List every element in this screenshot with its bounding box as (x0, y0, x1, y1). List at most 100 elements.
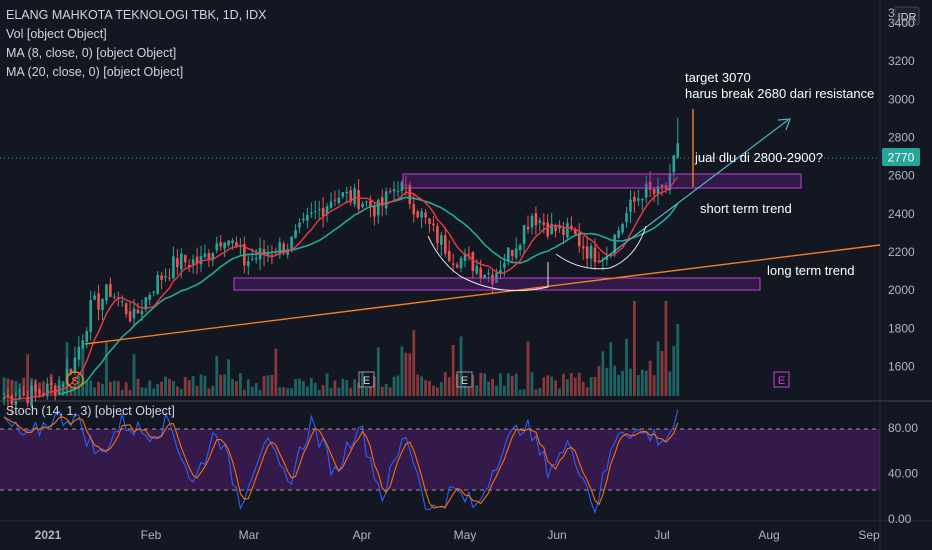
long-term-trendline[interactable] (84, 244, 881, 345)
volume-bar (140, 387, 144, 396)
volume-bar (416, 374, 420, 396)
candle-body (34, 384, 37, 392)
volume-bar (227, 359, 230, 396)
volume-bar (432, 385, 435, 396)
candle-body (384, 191, 388, 209)
candle-body (144, 297, 148, 310)
support-zone[interactable] (233, 277, 761, 291)
currency-badge[interactable] (894, 6, 920, 26)
volume-bar (506, 373, 510, 396)
short-term-trendline[interactable] (599, 119, 789, 263)
volume-bar (629, 368, 632, 396)
volume-bar (10, 380, 14, 396)
candle-body (424, 212, 427, 218)
volume-bar (361, 372, 364, 396)
earnings-marker-box (773, 371, 790, 388)
price-tick-label: 1600 (888, 360, 915, 374)
volume-bar (329, 387, 333, 396)
candle-body (605, 256, 609, 260)
earnings-marker-2[interactable]: E (456, 371, 473, 388)
time-axis-label: Aug (758, 528, 779, 542)
candle-body (416, 211, 419, 218)
stoch-tick-label: 80.00 (888, 421, 918, 435)
candle-body (369, 200, 372, 207)
legend-vol[interactable]: Vol [object Object] (6, 27, 107, 41)
volume-bar (262, 376, 266, 396)
time-axis-label: Apr (353, 528, 372, 542)
candle-body (262, 249, 266, 255)
volume-bar (530, 372, 534, 396)
candle-body (491, 274, 494, 285)
volume-bar (270, 374, 274, 396)
candle-body (341, 192, 345, 197)
candle-body (664, 184, 668, 189)
candle-body (69, 369, 73, 373)
candle-body (463, 253, 467, 261)
symbol-title[interactable]: ELANG MAHKOTA TEKNOLOGI TBK, 1D, IDX (6, 8, 267, 22)
candle-body (6, 395, 10, 397)
candle-body (239, 246, 242, 248)
split-marker[interactable]: S (66, 371, 84, 389)
candle-body (113, 296, 116, 298)
candle-body (132, 308, 136, 319)
volume-bar (672, 345, 676, 396)
candle-body (365, 201, 368, 203)
candle-body (345, 191, 349, 194)
candle-body (467, 253, 471, 255)
candle-body (637, 198, 640, 201)
volume-bar (384, 383, 388, 396)
cup-pattern-right[interactable] (555, 225, 647, 270)
volume-bar (463, 385, 467, 396)
resistance-zone[interactable] (402, 173, 802, 189)
volume-bar (309, 378, 313, 396)
volume-bar (558, 388, 561, 396)
legend-stoch[interactable]: Stoch (14, 1, 3) [object Object] (6, 404, 175, 418)
candle-body (290, 236, 293, 251)
volume-bar (89, 380, 93, 396)
volume-bar (526, 341, 530, 396)
price-tick-label: 2200 (888, 245, 915, 259)
earnings-marker-1[interactable]: E (358, 371, 375, 388)
candle-body (14, 401, 18, 405)
volume-bar (566, 379, 569, 396)
candle-body (105, 284, 108, 301)
price-axis[interactable]: 3 IDR 3400 3200 3000 2800 2600 2400 2200 2000 18… (882, 6, 920, 374)
earnings-marker-future[interactable]: E (773, 371, 790, 388)
volume-bar (156, 384, 160, 396)
candle-body (597, 260, 601, 263)
candle-body (325, 206, 329, 215)
candle-body (436, 225, 439, 244)
legend-ma8[interactable]: MA (8, close, 0) [object Object] (6, 46, 177, 60)
volume-bar (211, 385, 215, 396)
volume-bar (487, 381, 491, 396)
candle-body (432, 223, 435, 226)
annotation-sell: jual dlu di 2800-2900? (694, 150, 823, 165)
candle-body (223, 242, 226, 249)
current-price-badge (882, 148, 920, 166)
cup-pattern-left[interactable] (427, 235, 549, 292)
volume-bar (392, 376, 396, 396)
volume-bar (447, 377, 451, 396)
candle-body (128, 311, 132, 322)
volume-bar (93, 387, 97, 396)
volume-bar (298, 378, 301, 396)
candle-body (570, 225, 573, 229)
volume-bar (286, 388, 290, 396)
volume-bar (471, 375, 475, 396)
volume-bar (550, 376, 554, 396)
legend-ma20[interactable]: MA (20, close, 0) [object Object] (6, 65, 184, 79)
volume-bar (546, 375, 550, 396)
candle-body (46, 383, 49, 396)
time-axis[interactable]: 2021 Feb Mar Apr May Jun Jul Aug Sep (35, 528, 880, 542)
candle-body (581, 246, 585, 249)
stoch-axis[interactable]: 80.00 40.00 0.00 (888, 421, 918, 526)
volume-bar (254, 383, 258, 396)
volume-bar (191, 376, 195, 396)
candle-body (566, 223, 569, 238)
volume-bar (258, 389, 262, 396)
volume-bar (187, 380, 191, 396)
candle-body (152, 291, 156, 293)
volume-bar (231, 379, 234, 396)
